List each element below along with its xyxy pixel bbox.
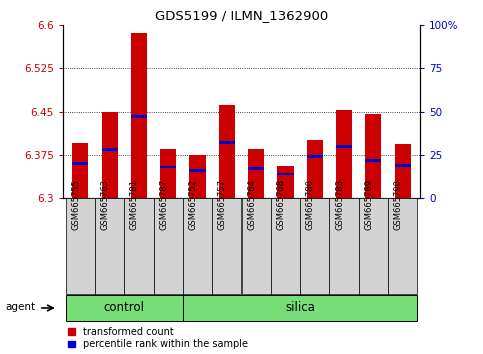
Bar bbox=[72, 162, 88, 165]
Bar bbox=[183, 295, 417, 321]
Bar bbox=[212, 198, 242, 294]
Bar bbox=[248, 149, 264, 198]
Text: GSM665763: GSM665763 bbox=[100, 179, 110, 230]
Legend: transformed count, percentile rank within the sample: transformed count, percentile rank withi… bbox=[68, 327, 248, 349]
Bar bbox=[336, 110, 352, 198]
Text: GSM665780: GSM665780 bbox=[306, 179, 315, 230]
Text: GSM665764: GSM665764 bbox=[247, 179, 256, 230]
Bar bbox=[248, 167, 264, 170]
Bar bbox=[183, 198, 212, 294]
Title: GDS5199 / ILMN_1362900: GDS5199 / ILMN_1362900 bbox=[155, 9, 328, 22]
Bar bbox=[101, 112, 118, 198]
Text: GSM665787: GSM665787 bbox=[159, 179, 168, 230]
Bar bbox=[277, 172, 294, 175]
Bar bbox=[307, 141, 323, 198]
Bar bbox=[365, 114, 382, 198]
Bar bbox=[359, 198, 388, 294]
Text: GSM665781: GSM665781 bbox=[130, 179, 139, 230]
Bar bbox=[189, 169, 206, 172]
Bar bbox=[66, 295, 183, 321]
Bar bbox=[242, 198, 271, 294]
Bar bbox=[219, 141, 235, 144]
Bar bbox=[160, 166, 176, 169]
Bar bbox=[336, 145, 352, 148]
Bar bbox=[388, 198, 417, 294]
Bar bbox=[395, 164, 411, 167]
Text: GSM665768: GSM665768 bbox=[276, 179, 285, 230]
Bar bbox=[66, 198, 95, 294]
Bar bbox=[307, 155, 323, 158]
Bar bbox=[219, 104, 235, 198]
Bar bbox=[277, 166, 294, 198]
Bar bbox=[124, 198, 154, 294]
Text: control: control bbox=[104, 302, 145, 314]
Text: GSM665789: GSM665789 bbox=[364, 179, 373, 230]
Text: silica: silica bbox=[285, 302, 315, 314]
Bar bbox=[131, 33, 147, 198]
Bar bbox=[131, 115, 147, 118]
Text: GSM665790: GSM665790 bbox=[394, 179, 403, 230]
Bar bbox=[154, 198, 183, 294]
Text: GSM665757: GSM665757 bbox=[218, 179, 227, 230]
Bar bbox=[72, 143, 88, 198]
Bar bbox=[329, 198, 359, 294]
Bar bbox=[300, 198, 329, 294]
Bar bbox=[101, 148, 118, 151]
Bar bbox=[365, 159, 382, 161]
Bar bbox=[160, 149, 176, 198]
Bar bbox=[95, 198, 124, 294]
Bar bbox=[189, 155, 206, 198]
Bar bbox=[271, 198, 300, 294]
Text: GSM665783: GSM665783 bbox=[335, 179, 344, 230]
Text: agent: agent bbox=[5, 302, 35, 312]
Text: GSM665755: GSM665755 bbox=[71, 179, 80, 230]
Text: GSM665752: GSM665752 bbox=[188, 179, 198, 230]
Bar bbox=[395, 144, 411, 198]
